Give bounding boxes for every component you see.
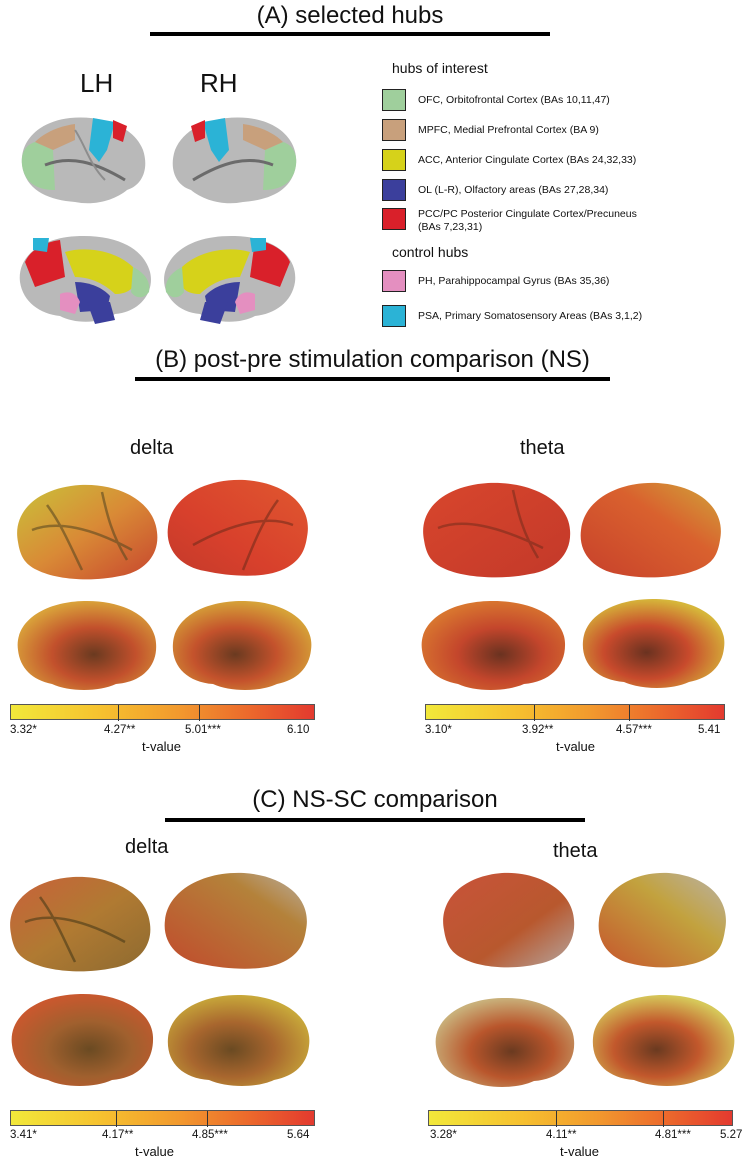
map-b-delta-left-medial [17, 600, 157, 690]
legend-label: PSA, Primary Somatosensory Areas (BAs 3,… [418, 309, 643, 322]
map-c-theta-right-medial [592, 994, 735, 1086]
legend-swatch [382, 119, 406, 141]
map-b-theta-left-medial [421, 600, 566, 690]
colorbar-tick [629, 705, 630, 721]
colorbar-b-delta [10, 704, 315, 721]
hubs-heading: hubs of interest [392, 60, 488, 76]
panel-c-title: (C) NS-SC comparison [252, 786, 498, 813]
panel-b-rule [135, 377, 610, 381]
colorbar-b-delta-tick-3: 6.10 [287, 724, 310, 736]
colorbar-c-theta-title: t-value [560, 1144, 600, 1159]
colorbar-b-delta-tick-2: 5.01*** [185, 724, 221, 736]
legend-item-acc: ACC, Anterior Cingulate Cortex (BAs 24,3… [382, 149, 728, 171]
colorbar-tick [534, 705, 535, 721]
legend-swatch [382, 179, 406, 201]
lh-label: LH [80, 68, 114, 98]
legend-item-ph: PH, Parahippocampal Gyrus (BAs 35,36) [382, 270, 728, 292]
legend-item-ol: OL (L-R), Olfactory areas (BAs 27,28,34) [382, 179, 728, 201]
colorbar-c-theta [428, 1110, 733, 1127]
hub-brain-rh-lateral [172, 117, 297, 204]
legend-item-pcc: PCC/PC Posterior Cingulate Cortex/Precun… [382, 208, 728, 234]
map-c-theta-left-lateral [443, 872, 575, 968]
map-b-theta-left-lateral [423, 482, 571, 578]
colorbar-c-theta-tick-0: 3.28* [430, 1129, 457, 1141]
map-c-theta-right-lateral [598, 872, 726, 968]
map-b-delta-right-medial [172, 600, 312, 690]
colorbar-c-delta-tick-3: 5.64 [287, 1129, 310, 1141]
legend-label: ACC, Anterior Cingulate Cortex (BAs 24,3… [418, 153, 637, 166]
map-c-delta-right-lateral [164, 872, 307, 969]
legend-label: OL (L-R), Olfactory areas (BAs 27,28,34) [418, 183, 609, 196]
colorbar-c-delta-tick-1: 4.17** [102, 1129, 134, 1141]
legend-label: OFC, Orbitofrontal Cortex (BAs 10,11,47) [418, 93, 610, 106]
colorbar-b-theta [425, 704, 725, 721]
map-c-theta-left-medial [435, 997, 575, 1087]
panel-b-delta-label: delta [130, 437, 174, 459]
panel-a-title: (A) selected hubs [256, 2, 444, 29]
colorbar-tick [118, 705, 119, 721]
colorbar-tick [207, 1111, 208, 1127]
colorbar-c-delta-tick-0: 3.41* [10, 1129, 37, 1141]
legend-swatch [382, 89, 406, 111]
panel-c-theta-label: theta [553, 840, 598, 862]
colorbar-b-theta-tick-0: 3.10* [425, 724, 452, 736]
legend-item-ofc: OFC, Orbitofrontal Cortex (BAs 10,11,47) [382, 89, 728, 111]
colorbar-b-theta-tick-2: 4.57*** [616, 724, 652, 736]
panel-b-theta-label: theta [520, 437, 565, 459]
colorbar-tick [663, 1111, 664, 1127]
colorbar-tick [556, 1111, 557, 1127]
colorbar-b-delta-title: t-value [142, 739, 182, 754]
map-b-theta-right-lateral [580, 482, 721, 578]
map-b-theta-right-medial [582, 598, 725, 688]
legend-swatch [382, 149, 406, 171]
colorbar-tick [199, 705, 200, 721]
colorbar-tick [116, 1111, 117, 1127]
colorbar-b-theta-title: t-value [556, 739, 596, 754]
colorbar-c-delta-tick-2: 4.85*** [192, 1129, 228, 1141]
colorbar-c-theta-tick-1: 4.11** [546, 1129, 577, 1141]
legend-swatch [382, 270, 406, 292]
colorbar-b-delta-tick-0: 3.32* [10, 724, 37, 736]
panel-c-rule [165, 818, 585, 822]
legend-label: PH, Parahippocampal Gyrus (BAs 35,36) [418, 274, 610, 287]
colorbar-c-delta-title: t-value [135, 1144, 175, 1159]
colorbar-c-theta-tick-3: 5.27 [720, 1129, 743, 1141]
colorbar-b-delta-tick-1: 4.27** [104, 724, 136, 736]
map-c-delta-left-lateral [10, 876, 151, 972]
control-heading: control hubs [392, 244, 469, 260]
colorbar-c-delta [10, 1110, 315, 1127]
legend-label: MPFC, Medial Prefrontal Cortex (BA 9) [418, 123, 599, 136]
hub-brain-lh-lateral [21, 117, 146, 204]
map-c-delta-left-medial [11, 993, 154, 1086]
legend-item-mpfc: MPFC, Medial Prefrontal Cortex (BA 9) [382, 119, 728, 141]
colorbar-b-theta-tick-3: 5.41 [698, 724, 721, 736]
hub-brain-rh-medial [164, 235, 296, 324]
legend-item-psa: PSA, Primary Somatosensory Areas (BAs 3,… [382, 305, 728, 327]
legend-swatch [382, 208, 406, 230]
panel-a-rule [150, 32, 550, 36]
colorbar-b-theta-tick-1: 3.92** [522, 724, 554, 736]
map-c-delta-right-medial [167, 994, 310, 1086]
map-b-delta-right-lateral [167, 479, 308, 576]
hub-brain-lh-medial [19, 235, 151, 324]
legend-label: PCC/PC Posterior Cingulate Cortex/Precun… [418, 208, 637, 233]
panel-b-title: (B) post-pre stimulation comparison (NS) [155, 346, 590, 373]
colorbar-c-theta-tick-2: 4.81*** [655, 1129, 691, 1141]
panel-c-delta-label: delta [125, 836, 169, 858]
rh-label: RH [200, 68, 238, 98]
map-b-delta-left-lateral [17, 484, 158, 580]
legend-swatch [382, 305, 406, 327]
